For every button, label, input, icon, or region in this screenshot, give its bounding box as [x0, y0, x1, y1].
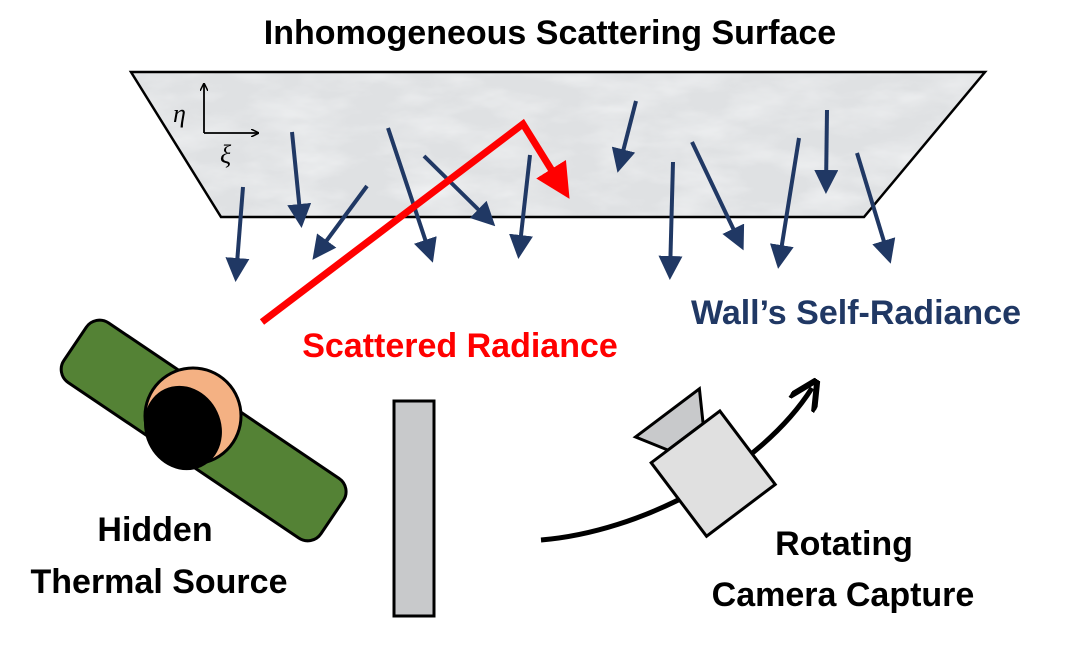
radiance-arrow [611, 100, 638, 173]
person-icon [59, 318, 348, 543]
camera-label-line2: Camera Capture [712, 576, 975, 614]
radiance-arrow [225, 186, 250, 282]
scattered-radiance-label: Scattered Radiance [302, 327, 618, 365]
scattering-surface [128, 70, 988, 219]
radiance-arrow [690, 141, 745, 251]
radiance-arrow [312, 184, 369, 260]
radiance-arrow [855, 152, 896, 264]
surface-axes [204, 84, 258, 133]
diagram-title: Inhomogeneous Scattering Surface [264, 14, 836, 52]
self-radiance-arrows [225, 100, 896, 282]
scattered-radiance-path [259, 118, 570, 325]
radiance-arrow [658, 161, 683, 280]
self-radiance-label: Wall’s Self-Radiance [691, 294, 1021, 332]
radiance-arrow [422, 154, 496, 227]
occluder-wall [392, 399, 436, 618]
hidden-source-label-line2: Thermal Source [31, 563, 288, 601]
radiance-arrow [509, 154, 533, 259]
axis-eta-label: η [173, 99, 186, 128]
hidden-source-label-line1: Hidden [97, 511, 212, 549]
radiance-arrow [769, 137, 801, 269]
axis-xi-label: ξ [220, 140, 232, 169]
radiance-arrow [287, 131, 312, 228]
radiance-arrow [814, 109, 839, 194]
camera-icon [632, 386, 778, 539]
radiance-arrow [386, 127, 437, 263]
camera-label-line1: Rotating [775, 525, 913, 563]
